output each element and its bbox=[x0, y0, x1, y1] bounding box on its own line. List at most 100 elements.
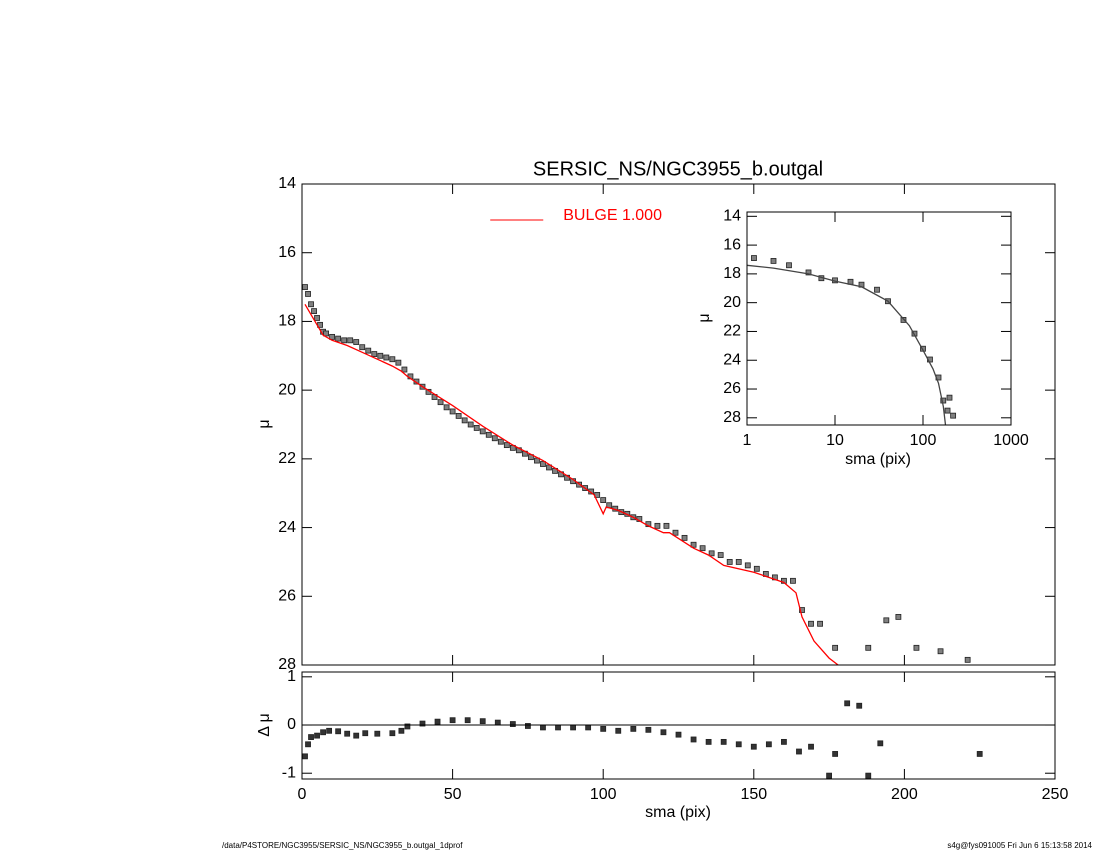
data-point bbox=[335, 335, 342, 342]
y-tick-label: 14 bbox=[278, 175, 296, 192]
data-point bbox=[808, 743, 814, 750]
data-point bbox=[434, 718, 441, 725]
data-point bbox=[765, 741, 772, 748]
data-point bbox=[705, 738, 712, 745]
data-point bbox=[555, 724, 561, 731]
data-point bbox=[663, 522, 670, 529]
x-tick-label: 100 bbox=[590, 786, 617, 803]
model-line bbox=[304, 303, 839, 665]
y-tick-label: -1 bbox=[282, 764, 296, 781]
data-point bbox=[796, 748, 802, 755]
data-point bbox=[726, 559, 733, 565]
data-point bbox=[314, 732, 320, 739]
y-tick-label: 26 bbox=[278, 588, 296, 605]
data-point bbox=[799, 607, 805, 613]
y-axis-label: μ bbox=[696, 313, 713, 322]
data-point bbox=[302, 284, 308, 290]
data-point bbox=[362, 730, 369, 737]
y-tick-label: 24 bbox=[278, 519, 296, 536]
data-point bbox=[344, 730, 351, 737]
data-point bbox=[826, 772, 832, 779]
y-tick-label: 26 bbox=[723, 380, 741, 397]
y-tick-label: 0 bbox=[287, 716, 296, 733]
data-point bbox=[735, 741, 742, 748]
frame bbox=[301, 183, 1056, 666]
data-point bbox=[365, 347, 372, 354]
data-point bbox=[485, 431, 492, 438]
data-point bbox=[461, 417, 468, 424]
data-point bbox=[808, 620, 814, 627]
y-tick-label: 24 bbox=[723, 351, 741, 368]
y-tick-label: 16 bbox=[278, 244, 296, 261]
data-point bbox=[437, 399, 444, 406]
data-point bbox=[398, 727, 405, 734]
data-point bbox=[341, 337, 348, 344]
data-point bbox=[660, 729, 667, 736]
data-point bbox=[781, 738, 787, 745]
data-point bbox=[832, 644, 839, 651]
data-point bbox=[790, 577, 796, 584]
data-point bbox=[347, 337, 354, 344]
data-point bbox=[944, 407, 951, 414]
data-point bbox=[335, 728, 342, 735]
data-point bbox=[654, 522, 661, 529]
data-point bbox=[856, 702, 863, 709]
data-point bbox=[895, 614, 902, 620]
data-point bbox=[449, 717, 456, 724]
y-tick-label: 1 bbox=[287, 668, 296, 685]
data-point bbox=[353, 732, 360, 739]
data-point bbox=[750, 743, 757, 750]
data-point bbox=[540, 461, 546, 467]
data-point bbox=[874, 286, 880, 293]
x-tick-label: 200 bbox=[891, 786, 918, 803]
data-point bbox=[329, 333, 336, 340]
data-point bbox=[353, 339, 360, 345]
data-point bbox=[305, 741, 311, 748]
y-tick-label: 20 bbox=[723, 294, 741, 311]
data-point bbox=[675, 731, 682, 738]
data-point bbox=[305, 291, 311, 297]
data-point bbox=[751, 255, 757, 261]
data-point bbox=[805, 269, 812, 276]
data-point bbox=[645, 726, 652, 733]
data-point bbox=[479, 428, 486, 435]
data-point bbox=[946, 394, 953, 401]
data-point bbox=[585, 724, 592, 731]
data-point bbox=[389, 730, 396, 737]
data-point bbox=[900, 317, 907, 323]
data-point bbox=[744, 562, 751, 569]
y-axis-label: μ bbox=[256, 419, 273, 428]
data-point bbox=[377, 352, 384, 359]
x-tick-label: 250 bbox=[1042, 786, 1069, 803]
data-point bbox=[491, 435, 498, 442]
chart-title: SERSIC_NS/NGC3955_b.outgal bbox=[533, 158, 823, 180]
y-tick-label: 20 bbox=[278, 381, 296, 398]
data-point bbox=[865, 644, 872, 651]
x-tick-label: 10 bbox=[826, 432, 844, 449]
x-tick-label: 0 bbox=[298, 786, 307, 803]
data-point bbox=[464, 717, 471, 724]
data-point bbox=[509, 721, 516, 727]
footer-stamp: s4g@fys091005 Fri Jun 6 15:13:58 2014 bbox=[947, 841, 1092, 850]
data-point bbox=[770, 258, 777, 264]
data-point bbox=[844, 700, 851, 707]
data-point bbox=[717, 552, 724, 558]
data-point bbox=[404, 723, 411, 730]
data-point bbox=[323, 330, 329, 337]
y-tick-label: 28 bbox=[278, 656, 296, 673]
y-tick-label: 22 bbox=[723, 323, 741, 340]
frame bbox=[746, 211, 1012, 426]
data-point bbox=[786, 262, 792, 269]
y-tick-label: 18 bbox=[278, 313, 296, 330]
plot-area bbox=[302, 284, 971, 665]
data-point bbox=[383, 354, 390, 361]
data-point bbox=[690, 736, 697, 743]
x-tick-label: 1000 bbox=[993, 432, 1029, 449]
data-point bbox=[467, 421, 474, 428]
data-point bbox=[615, 727, 622, 734]
data-point bbox=[503, 442, 510, 449]
data-point bbox=[913, 644, 920, 651]
data-point bbox=[883, 617, 890, 624]
data-point bbox=[832, 751, 839, 757]
